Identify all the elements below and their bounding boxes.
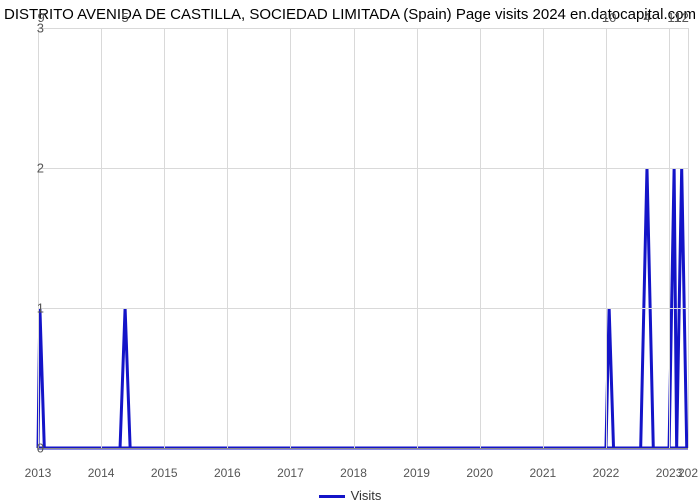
legend: Visits [0, 488, 700, 503]
grid-v [480, 28, 481, 448]
legend-swatch [319, 495, 345, 498]
grid-h [38, 168, 688, 169]
xtick-top: 12 [674, 10, 688, 25]
grid-v [164, 28, 165, 448]
grid-v [417, 28, 418, 448]
chart-title: DISTRITO AVENIDA DE CASTILLA, SOCIEDAD L… [0, 6, 700, 23]
grid-v [543, 28, 544, 448]
xtick-year: 2014 [88, 466, 115, 480]
grid-h [38, 308, 688, 309]
xtick-year: 202 [678, 466, 698, 480]
ytick-label: 1 [37, 301, 44, 316]
visits-chart: DISTRITO AVENIDA DE CASTILLA, SOCIEDAD L… [0, 0, 700, 500]
xtick-year: 2015 [151, 466, 178, 480]
xtick-year: 2013 [25, 466, 52, 480]
grid-v [101, 28, 102, 448]
line-series [38, 28, 688, 448]
xtick-year: 2021 [529, 466, 556, 480]
xtick-top: 9 [38, 10, 45, 25]
grid-v [606, 28, 607, 448]
xtick-top: 5 [121, 10, 128, 25]
grid-v [38, 28, 39, 448]
xtick-year: 2020 [466, 466, 493, 480]
grid-v [354, 28, 355, 448]
x-axis [38, 448, 688, 449]
xtick-year: 2022 [593, 466, 620, 480]
grid-v [688, 28, 689, 448]
grid-v [290, 28, 291, 448]
xtick-year: 2017 [277, 466, 304, 480]
xtick-year: 2016 [214, 466, 241, 480]
xtick-top: 10 [602, 10, 616, 25]
legend-label: Visits [351, 488, 382, 503]
ytick-label: 2 [37, 161, 44, 176]
ytick-label: 0 [37, 441, 44, 456]
xtick-year: 2018 [340, 466, 367, 480]
grid-h [38, 28, 688, 29]
xtick-year: 2019 [403, 466, 430, 480]
plot-area [38, 28, 688, 448]
grid-v [227, 28, 228, 448]
xtick-top: 4 [643, 10, 650, 25]
grid-v [669, 28, 670, 448]
